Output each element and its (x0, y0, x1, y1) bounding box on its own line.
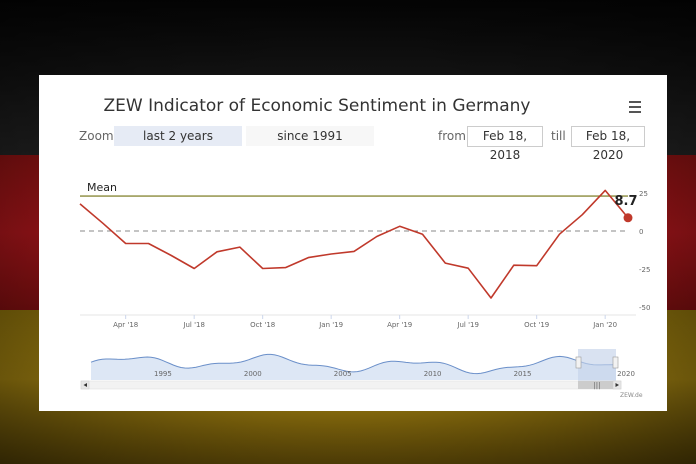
last-point-label: 8.7 (614, 194, 637, 209)
navigator-tick-label: 1995 (154, 370, 172, 378)
navigator-selected-range[interactable] (578, 349, 616, 381)
navigator-tick-label: 2005 (334, 370, 352, 378)
navigator-right-handle[interactable] (612, 356, 619, 369)
y-tick-label: 25 (639, 190, 648, 198)
range-till-label: till (551, 129, 566, 143)
chart-title: ZEW Indicator of Economic Sentiment in G… (103, 96, 531, 116)
range-from-label: from (438, 129, 466, 143)
scrollbar-thumb[interactable] (578, 381, 616, 389)
x-tick-label: Oct '19 (524, 321, 549, 329)
range-from-input[interactable]: Feb 18, 2018 (467, 126, 543, 162)
chart-card: ZEW Indicator of Economic Sentiment in G… (39, 75, 667, 411)
range-till-input[interactable]: Feb 18, 2020 (571, 126, 645, 162)
navigator-series-area (91, 354, 616, 380)
mean-label: Mean (87, 181, 117, 194)
y-tick-label: 0 (639, 228, 643, 236)
navigator-series-line (90, 353, 617, 375)
navigator-left-handle[interactable] (575, 356, 582, 369)
navigator-tick-label: 2020 (617, 370, 635, 378)
navigator[interactable]: ||| 1995 2000 2005 2010 2015 2020 (80, 349, 635, 390)
y-tick-label: -25 (639, 266, 650, 274)
scrollbar-thumb-grip: ||| (593, 382, 600, 390)
navigator-scrollbar-track[interactable] (80, 380, 622, 390)
chevron-left-icon (83, 383, 87, 387)
chevron-right-icon (615, 383, 619, 387)
zoom-label: Zoom (79, 129, 114, 143)
navigator-tick-label: 2010 (424, 370, 442, 378)
x-tick-label: Oct '18 (250, 321, 275, 329)
zoom-since-1991-button[interactable]: since 1991 (246, 126, 374, 146)
hamburger-menu-icon[interactable] (629, 101, 641, 116)
last-data-point (623, 213, 633, 223)
navigator-tick-label: 2000 (244, 370, 262, 378)
navigator-tick-label: 2015 (514, 370, 532, 378)
credit-label: ZEW.de (620, 392, 643, 399)
y-tick-label: -50 (639, 304, 650, 312)
x-tick-label: Apr '18 (113, 321, 138, 329)
zoom-last-2-years-button[interactable]: last 2 years (114, 126, 242, 146)
x-tick-label: Jul '18 (182, 321, 205, 329)
series-line (79, 189, 629, 299)
chart-svg: Apr '18 Jul '18 Oct '18 Jan '19 Apr '19 Jul '… (79, 181, 650, 390)
x-tick-label: Jan '19 (318, 321, 343, 329)
x-tick-label: Apr '19 (387, 321, 412, 329)
main-plot: Apr '18 Jul '18 Oct '18 Jan '19 Apr '19 Jul '… (79, 181, 650, 329)
x-tick-label: Jul '19 (456, 321, 479, 329)
x-tick-label: Jan '20 (592, 321, 617, 329)
